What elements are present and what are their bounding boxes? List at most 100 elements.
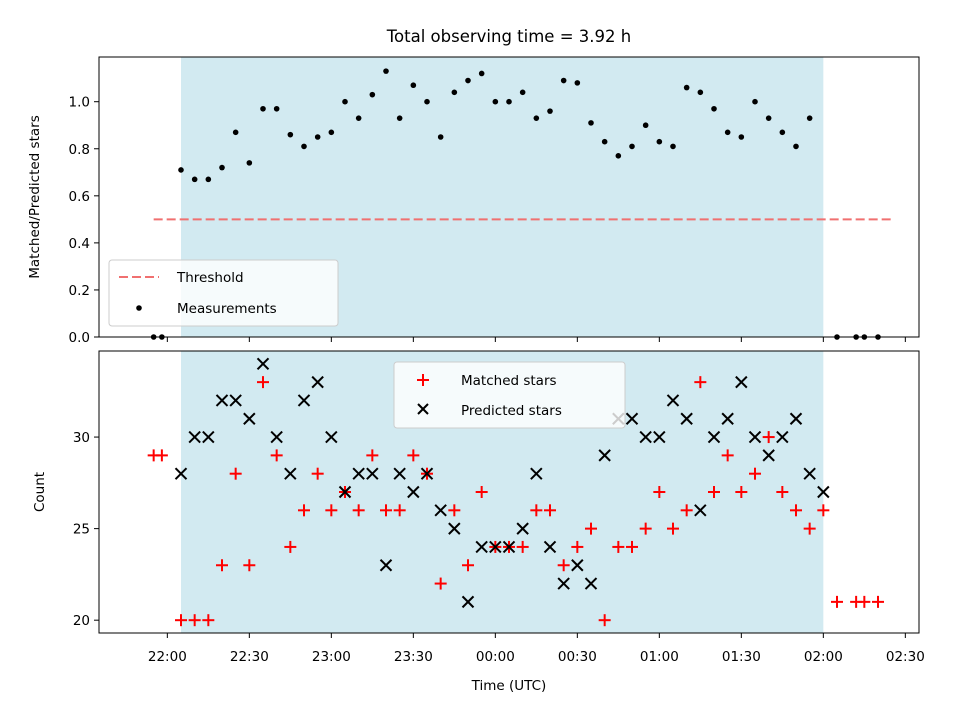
measurement-point bbox=[574, 80, 581, 86]
measurement-point bbox=[424, 98, 430, 105]
measurement-point bbox=[437, 134, 444, 140]
predicted-star-marker bbox=[325, 430, 338, 444]
measurement-point bbox=[615, 153, 622, 159]
predicted-star-marker bbox=[694, 504, 707, 517]
predicted-star-marker bbox=[174, 467, 188, 480]
matched-stars-markers bbox=[147, 376, 884, 627]
predicted-star-marker bbox=[748, 430, 762, 444]
matched-star-marker bbox=[762, 431, 775, 444]
predicted-star-marker bbox=[434, 504, 447, 517]
bottom-y-axis-label: Count bbox=[32, 472, 48, 512]
matched-star-marker bbox=[393, 504, 406, 517]
measurement-point bbox=[806, 115, 813, 121]
matched-star-marker bbox=[667, 522, 679, 535]
predicted-star-marker bbox=[776, 430, 789, 444]
matched-star-marker bbox=[325, 504, 338, 517]
measurement-point bbox=[670, 143, 676, 150]
y-tick-label: 20 bbox=[73, 613, 90, 629]
measurement-point bbox=[314, 134, 321, 140]
predicted-star-marker bbox=[666, 394, 680, 407]
x-tick-label: 00:30 bbox=[558, 649, 597, 665]
measurement-point bbox=[383, 68, 389, 74]
x-tick-label: 23:30 bbox=[394, 649, 433, 665]
predicted-star-marker bbox=[584, 577, 598, 590]
measurement-point bbox=[601, 138, 608, 145]
predicted-star-marker bbox=[571, 559, 584, 572]
measurement-point bbox=[219, 164, 225, 171]
matched-star-marker bbox=[516, 540, 529, 553]
matched-star-marker bbox=[175, 614, 187, 627]
measurement-point bbox=[287, 131, 294, 138]
x-tick-label: 00:00 bbox=[476, 649, 515, 665]
measurement-point bbox=[629, 143, 635, 150]
bottom-y-ticks: 20 25 30 bbox=[73, 430, 99, 629]
measurement-point bbox=[246, 160, 253, 166]
bottom-axes-frame bbox=[98, 350, 920, 634]
y-tick-label: 1.0 bbox=[69, 95, 90, 111]
measurement-points bbox=[150, 68, 881, 340]
predicted-stars-markers bbox=[174, 357, 830, 609]
y-tick-label: 0.8 bbox=[69, 142, 90, 158]
y-tick-label: 0.4 bbox=[69, 236, 90, 252]
matched-star-marker bbox=[708, 486, 720, 498]
predicted-star-marker bbox=[407, 485, 420, 499]
matched-star-marker bbox=[366, 449, 379, 462]
legend-predicted-swatch bbox=[417, 403, 429, 415]
top-x-ticks bbox=[166, 337, 906, 342]
measurement-point bbox=[191, 176, 198, 183]
predicted-star-marker bbox=[789, 412, 803, 425]
measurement-point bbox=[793, 143, 799, 150]
matched-star-marker bbox=[434, 577, 447, 590]
matched-star-marker bbox=[872, 595, 884, 608]
matched-star-marker bbox=[530, 504, 543, 517]
predicted-star-marker bbox=[352, 467, 365, 480]
matched-star-marker bbox=[380, 504, 392, 517]
predicted-star-marker bbox=[817, 485, 830, 499]
matched-star-marker bbox=[721, 449, 734, 462]
matched-star-marker bbox=[680, 504, 693, 517]
predicted-star-marker bbox=[721, 412, 734, 425]
predicted-star-marker bbox=[297, 394, 311, 407]
predicted-star-marker bbox=[502, 540, 516, 554]
matched-star-marker bbox=[462, 559, 474, 572]
x-tick-label: 22:00 bbox=[148, 649, 187, 665]
matched-star-marker bbox=[202, 614, 215, 627]
predicted-star-marker bbox=[366, 467, 379, 480]
matched-star-marker bbox=[298, 504, 310, 517]
top-y-axis-label: Matched/Predicted stars bbox=[27, 115, 43, 278]
y-tick-label: 30 bbox=[73, 430, 90, 446]
predicted-star-marker bbox=[256, 357, 270, 371]
x-tick-label: 02:30 bbox=[886, 649, 925, 665]
measurement-point bbox=[260, 105, 266, 112]
measurement-point bbox=[178, 167, 184, 173]
predicted-star-marker bbox=[639, 430, 652, 444]
measurement-point bbox=[205, 176, 212, 183]
matched-star-marker bbox=[735, 486, 748, 498]
x-axis-label: Time (UTC) bbox=[471, 678, 547, 694]
measurement-point bbox=[547, 108, 553, 114]
measurement-point bbox=[342, 98, 348, 105]
measurement-point bbox=[656, 138, 663, 145]
matched-star-marker bbox=[803, 522, 816, 535]
legend-measurements-label: Measurements bbox=[177, 301, 277, 317]
matched-star-marker bbox=[653, 486, 666, 498]
matched-star-marker bbox=[817, 504, 830, 517]
matched-star-marker bbox=[448, 504, 461, 517]
matched-star-marker bbox=[188, 614, 201, 627]
measurement-point bbox=[273, 105, 280, 112]
measurement-point bbox=[301, 143, 307, 150]
x-tick-label: 22:30 bbox=[230, 649, 269, 665]
x-tick-label: 02:00 bbox=[804, 649, 843, 665]
predicted-star-marker bbox=[229, 394, 242, 407]
top-axes-frame bbox=[98, 56, 920, 338]
matched-star-marker bbox=[858, 595, 871, 608]
predicted-star-marker bbox=[420, 467, 434, 480]
chart-title: Total observing time = 3.92 h bbox=[386, 27, 631, 46]
measurement-point bbox=[396, 115, 403, 121]
predicted-star-marker bbox=[188, 430, 201, 444]
matched-star-marker bbox=[407, 449, 420, 462]
predicted-star-marker bbox=[707, 430, 721, 444]
matched-star-marker bbox=[626, 540, 638, 553]
matched-star-marker bbox=[585, 522, 597, 535]
